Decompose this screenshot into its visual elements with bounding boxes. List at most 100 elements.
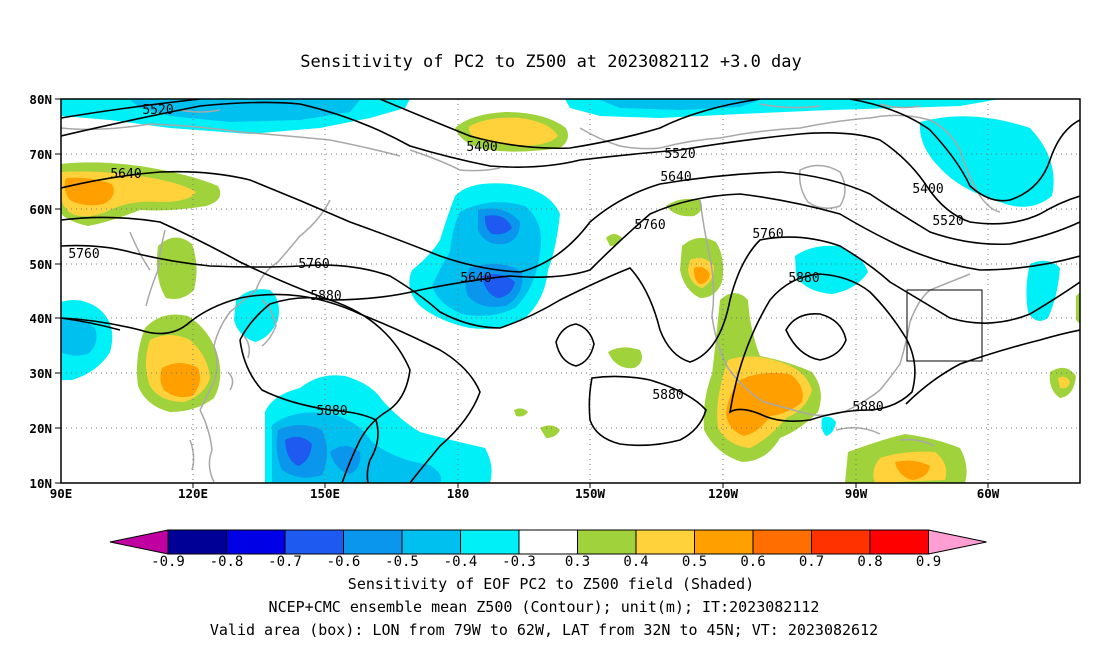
footer-line-contour: NCEP+CMC ensemble mean Z500 (Contour); u… (269, 598, 820, 616)
contour-5880-pacific (588, 375, 707, 447)
colorbar-tick-label: 0.8 (857, 554, 882, 570)
shade-west-pacific-blue-core (285, 436, 312, 466)
coastline-cuba (835, 427, 935, 447)
colorbar-segment (577, 529, 637, 555)
shade-central-america-blue (821, 416, 836, 436)
colorbar-tick-label: 0.5 (682, 554, 707, 570)
coastline-hudson (798, 164, 846, 209)
contour-5520 (61, 101, 1080, 225)
colorbar-segment (284, 529, 344, 555)
colorbar-segment (928, 529, 987, 555)
map-background (61, 99, 1080, 483)
lon-label: 120W (708, 486, 739, 501)
contour-5400-east (849, 99, 1080, 202)
lon-label: 60W (977, 486, 1000, 501)
colorbar-labels: -0.9 -0.8 -0.7 -0.6 -0.5 -0.4 -0.3 0.3 0.4 0.5 0.6… (151, 554, 941, 570)
colorbar-segment (109, 529, 169, 555)
colorbar-tick-label: -0.7 (268, 554, 302, 570)
lon-label: 90E (50, 486, 73, 501)
shade-west-edge-blue-core (61, 317, 97, 356)
colorbar-tick-label: -0.9 (151, 554, 185, 570)
contour-label: 5880 (316, 404, 347, 419)
lat-label: 80N (29, 92, 52, 107)
colorbar-segment (694, 529, 754, 555)
colorbar-tick-label: 0.4 (623, 554, 648, 570)
contour-label: 5880 (652, 388, 683, 403)
shade-caribbean-orange (895, 460, 930, 480)
colorbar-tick-label: 0.6 (740, 554, 765, 570)
valid-area-box (906, 289, 983, 362)
map-title: Sensitivity of PC2 to Z500 at 2023082112… (300, 52, 802, 72)
lat-label: 30N (29, 366, 52, 381)
map-frame (60, 98, 1081, 484)
colorbar-segment (752, 529, 812, 555)
contour-5880-east (239, 339, 379, 483)
colorbar-segment (401, 529, 461, 555)
shade-north-america-blue (795, 245, 868, 294)
coastline-philippines (189, 409, 215, 483)
contour-label: 5880 (310, 289, 341, 304)
contour-label: 5520 (142, 103, 173, 118)
lat-label: 50N (29, 257, 52, 272)
contour-label: 5760 (68, 247, 99, 262)
lat-label: 60N (29, 202, 52, 217)
positive-sensitivity-shading (61, 112, 1080, 483)
colorbar-tick-label: -0.4 (444, 554, 478, 570)
shade-arctic-north-blue-core (130, 100, 360, 122)
contour-5760 (61, 236, 1080, 363)
coastline-arctic-islands (179, 103, 921, 113)
lon-label: 120E (178, 486, 208, 501)
colorbar-segment (518, 529, 578, 555)
lon-label: 90W (845, 486, 868, 501)
colorbar-tick-label: -0.3 (502, 554, 536, 570)
colorbar-tick-label: 0.9 (916, 554, 941, 570)
coastline-bering (409, 127, 661, 172)
map-plot-area: 5520 5400 5520 5640 5640 5760 5760 5760 … (61, 99, 1080, 483)
shade-east-edge-green (1076, 292, 1080, 324)
shade-north-pacific-blue-core (482, 215, 515, 298)
shade-china-orange (160, 363, 200, 398)
shade-east-atlantic-blue (1026, 260, 1060, 321)
colorbar-tick-label: 0.3 (565, 554, 590, 570)
contour-label: 5400 (466, 140, 497, 155)
lon-label: 150E (310, 486, 340, 501)
shade-alaska-green (666, 198, 702, 217)
contour-label: 5520 (664, 147, 695, 162)
contour-5760-inner (61, 293, 481, 483)
colorbar-tick-label: -0.8 (210, 554, 244, 570)
lat-label: 40N (29, 311, 52, 326)
contour-5880-closed-1 (555, 323, 595, 367)
footer-line-shaded: Sensitivity of EOF PC2 to Z500 field (Sh… (348, 575, 754, 593)
contour-label: 5400 (912, 182, 943, 197)
contour-label: 5760 (298, 257, 329, 272)
lat-label: 70N (29, 147, 52, 162)
contour-label: 5880 (788, 271, 819, 286)
lat-label: 10N (29, 476, 52, 491)
contour-5880-closed-2 (785, 313, 847, 361)
contour-labels: 5520 5400 5520 5640 5640 5760 5760 5760 … (68, 103, 963, 419)
shade-east-asia-green (157, 237, 197, 299)
longitude-axis-labels: 90E 120E 150E 180 150W 120W 90W 60W (50, 483, 1000, 501)
colorbar (109, 529, 987, 555)
contour-5400 (61, 99, 761, 150)
z500-contours (61, 99, 1080, 483)
contour-5640-inner (61, 193, 1080, 301)
contour-label: 5880 (852, 400, 883, 415)
coastline-asia (61, 123, 401, 411)
colorbar-segment (460, 529, 520, 555)
colorbar-tick-label: -0.5 (385, 554, 419, 570)
contour-5880 (61, 296, 411, 483)
contour-label: 5640 (660, 170, 691, 185)
colorbar-segment (635, 529, 695, 555)
colorbar-segment (226, 529, 286, 555)
footer-line-valid-area: Valid area (box): LON from 79W to 62W, L… (210, 621, 878, 639)
shade-atlantic-yellow (1058, 376, 1070, 389)
lon-label: 180 (447, 486, 470, 501)
contour-label: 5640 (460, 271, 491, 286)
contour-5640 (61, 170, 1080, 273)
coastline-greenland (869, 114, 1001, 213)
shade-pacific-small-green (514, 408, 560, 438)
lat-label: 20N (29, 421, 52, 436)
colorbar-segment (167, 529, 227, 555)
contour-5880-atlantic (905, 329, 1080, 405)
